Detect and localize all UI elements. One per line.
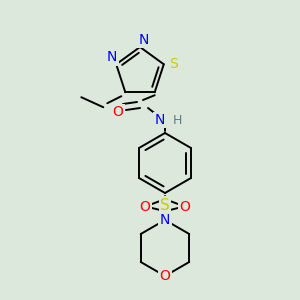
Text: O: O — [112, 105, 123, 119]
Text: O: O — [160, 269, 170, 283]
Text: S: S — [169, 57, 178, 71]
Text: N: N — [107, 50, 117, 64]
Text: S: S — [160, 197, 170, 212]
Text: N: N — [139, 33, 149, 47]
Text: O: O — [180, 200, 190, 214]
Text: N: N — [155, 113, 165, 127]
Text: H: H — [172, 113, 182, 127]
Text: N: N — [160, 213, 170, 227]
Text: O: O — [140, 200, 150, 214]
